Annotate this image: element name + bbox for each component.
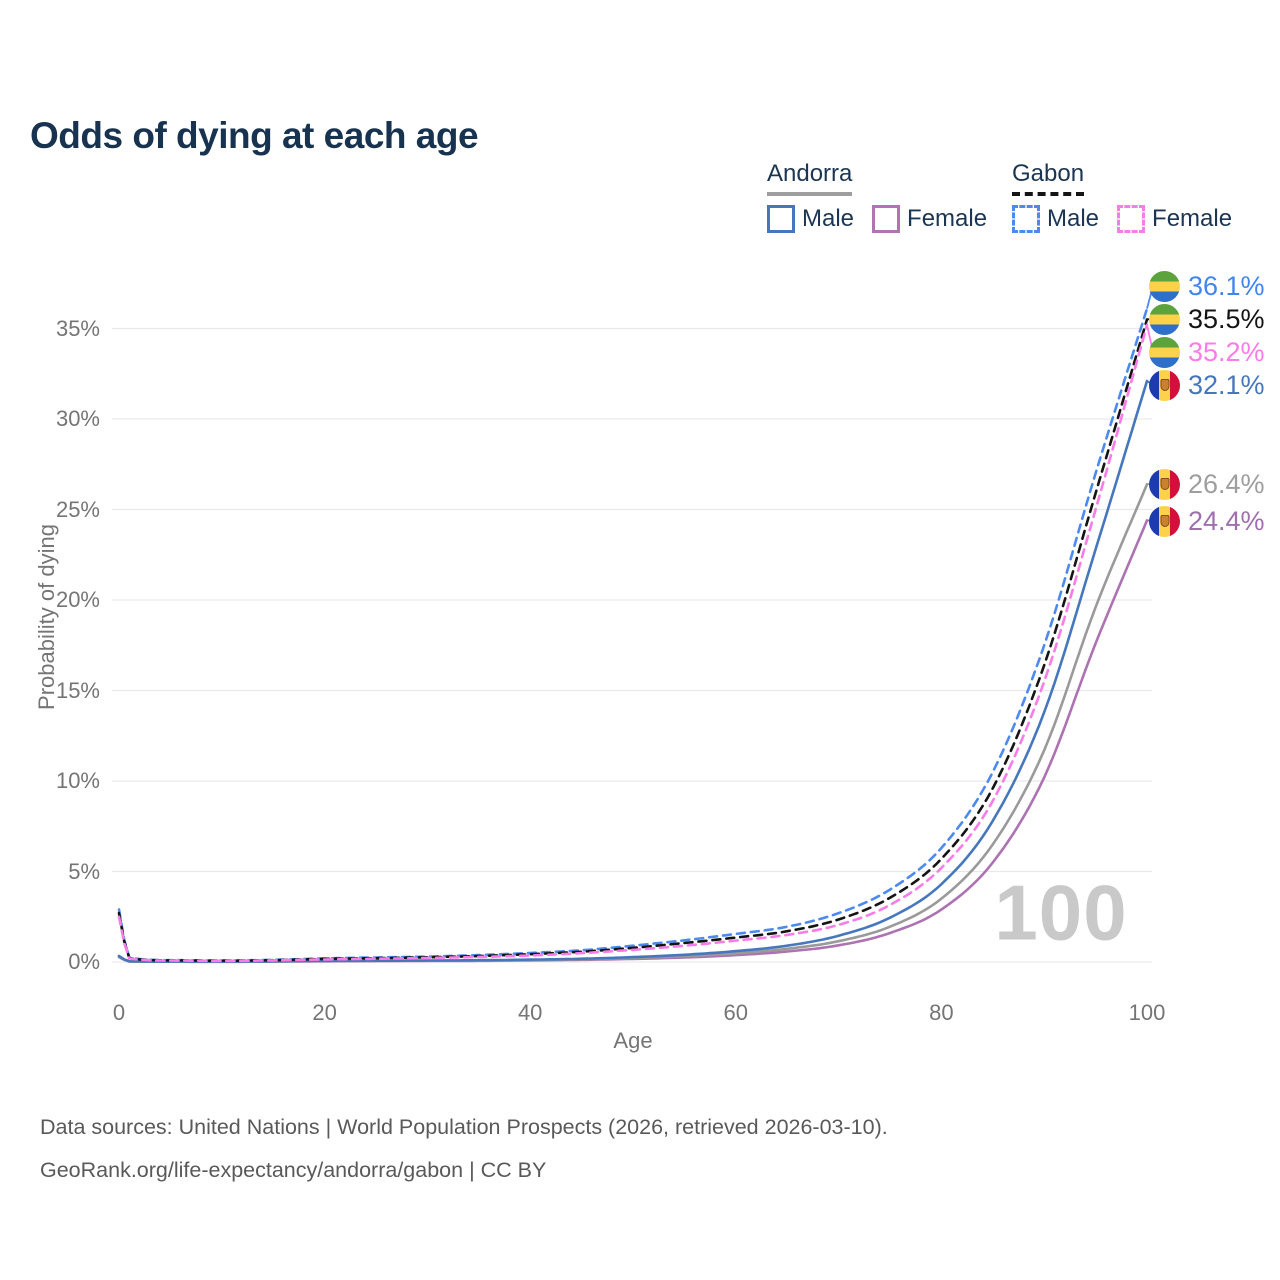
y-tick-label: 5%: [68, 858, 100, 884]
legend-item-andorra-female[interactable]: Female: [872, 205, 987, 233]
footer: Data sources: United Nations | World Pop…: [40, 1106, 888, 1192]
andorra-male-swatch-icon: [767, 205, 795, 233]
end-label-value: 36.1%: [1188, 270, 1265, 301]
y-tick-label: 0%: [68, 949, 100, 974]
gabon-male-swatch-icon: [1012, 205, 1040, 233]
andorra-flag-icon: [1149, 369, 1180, 401]
x-tick-label: 80: [929, 1000, 954, 1025]
legend-group-andorra: Andorra Male Female: [767, 160, 987, 233]
legend-group-gabon: Gabon Male Female: [1012, 160, 1232, 233]
x-axis-title: Age: [613, 1028, 653, 1053]
legend-item-label: Female: [1152, 205, 1233, 232]
x-tick-label: 60: [723, 1000, 749, 1025]
legend-item-label: Female: [907, 205, 988, 232]
legend-item-label: Male: [802, 205, 855, 232]
series-line-andorra-female[interactable]: [117, 519, 1149, 964]
end-label-value: 35.2%: [1188, 336, 1265, 367]
legend-country-gabon[interactable]: Gabon: [1012, 160, 1085, 196]
y-tick-label: 30%: [55, 406, 100, 431]
legend-item-label: Male: [1047, 205, 1100, 232]
footer-attribution-line: GeoRank.org/life-expectancy/andorra/gabo…: [40, 1158, 547, 1182]
gabon-female-swatch-icon: [1117, 205, 1146, 233]
x-tick-label: 40: [517, 1000, 543, 1025]
y-tick-label: 10%: [55, 768, 100, 793]
end-label-andorra-male: 32.1%: [1149, 369, 1265, 401]
gabon-flag-icon: [1149, 336, 1180, 368]
series-line-gabon-female[interactable]: [117, 323, 1149, 963]
end-label-gabon-both: 35.5%: [1149, 303, 1265, 335]
y-tick-label: 25%: [55, 496, 100, 522]
footer-sources-line: Data sources: United Nations | World Pop…: [40, 1115, 888, 1139]
y-tick-label: 35%: [55, 315, 100, 341]
series-line-gabon-both[interactable]: [117, 318, 1149, 962]
end-label-andorra-female: 24.4%: [1149, 505, 1265, 537]
legend-item-andorra-male[interactable]: Male: [767, 205, 854, 233]
end-label-gabon-male: 36.1%: [1149, 270, 1265, 302]
x-tick-label: 100: [1128, 1000, 1166, 1025]
series-line-andorra-male[interactable]: [117, 379, 1149, 963]
x-tick-label: 20: [312, 1000, 337, 1025]
end-label-value: 32.1%: [1188, 369, 1265, 400]
andorra-flag-icon: [1149, 468, 1180, 500]
y-tick-label: 15%: [55, 677, 100, 703]
legend-item-gabon-female[interactable]: Female: [1117, 205, 1232, 233]
legend-country-andorra[interactable]: Andorra: [767, 160, 853, 196]
age-watermark: 100: [994, 868, 1128, 957]
end-label-gabon-female: 35.2%: [1149, 336, 1265, 368]
end-label-value: 35.5%: [1188, 303, 1265, 334]
legend-item-gabon-male[interactable]: Male: [1012, 205, 1099, 233]
end-label-andorra-both: 26.4%: [1149, 468, 1265, 500]
gabon-flag-icon: [1149, 270, 1180, 302]
end-label-value: 26.4%: [1188, 468, 1265, 499]
page-title: Odds of dying at each age: [30, 114, 479, 156]
andorra-female-swatch-icon: [872, 205, 901, 233]
end-label-value: 24.4%: [1188, 505, 1265, 536]
andorra-flag-icon: [1149, 505, 1180, 537]
series-line-andorra-both[interactable]: [117, 482, 1149, 963]
y-tick-label: 20%: [55, 587, 100, 612]
x-tick-label: 0: [112, 1000, 126, 1025]
gabon-flag-icon: [1149, 303, 1180, 335]
